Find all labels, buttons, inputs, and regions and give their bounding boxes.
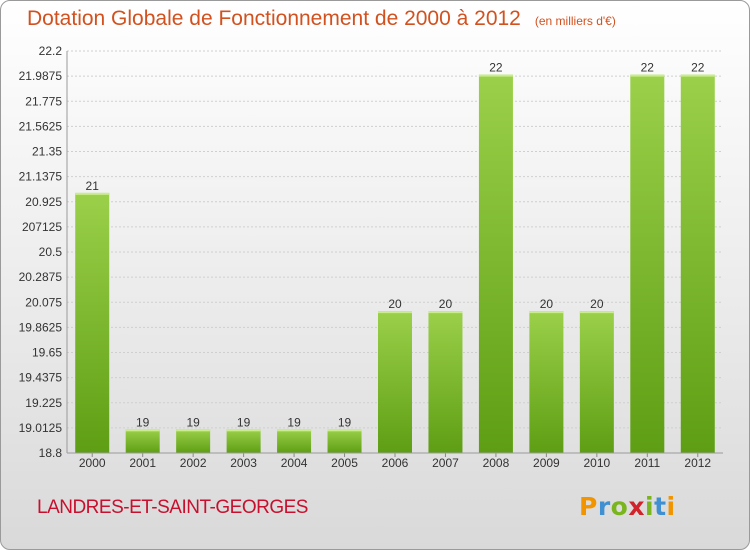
- bar-highlight: [226, 429, 261, 432]
- y-tick-label: 21.9875: [19, 69, 63, 83]
- bar-2006: [378, 311, 412, 453]
- bar-2012: [680, 74, 715, 453]
- title-row: Dotation Globale de Fonctionnement de 20…: [27, 7, 616, 31]
- x-tick-label: 2000: [79, 456, 106, 470]
- bar-highlight: [630, 74, 665, 77]
- x-tick-label: 2012: [684, 456, 711, 470]
- data-label: 19: [186, 415, 200, 429]
- x-axis-ticks: 2000 2001 2002 2003 2004 2005 2006 2007 2008 2009…: [79, 453, 711, 470]
- bar-highlight: [579, 311, 614, 314]
- bar-highlight: [478, 74, 513, 77]
- x-tick-label: 2005: [331, 456, 358, 470]
- data-label: 20: [388, 297, 402, 311]
- x-tick-label: 2008: [483, 456, 510, 470]
- bar-2005: [327, 429, 362, 453]
- y-tick-label: 20.925: [25, 195, 62, 209]
- data-labels: 21 19 19 19 19 19 20 20 22 20 20 22 22: [86, 61, 705, 430]
- data-label: 20: [540, 297, 554, 311]
- data-label: 20: [590, 297, 604, 311]
- chart-title: Dotation Globale de Fonctionnement de 20…: [27, 7, 521, 30]
- y-tick-label: 20.5: [39, 245, 63, 259]
- data-label: 19: [136, 415, 150, 429]
- y-tick-label: 21.5625: [19, 119, 63, 133]
- y-tick-label: 21.775: [25, 94, 62, 108]
- data-label: 21: [86, 179, 100, 193]
- y-tick-label: 19.65: [32, 346, 62, 360]
- chart-subtitle: (en milliers d'€): [534, 14, 616, 28]
- bar-highlight: [75, 192, 110, 195]
- y-tick-label: 207125: [22, 220, 62, 234]
- logo-letter: t: [654, 492, 667, 521]
- logo-letter: P: [579, 492, 598, 521]
- logo-letter: o: [610, 492, 629, 521]
- bar-highlight: [428, 311, 463, 314]
- logo-letter: i: [666, 492, 676, 521]
- bar-highlight: [378, 311, 412, 314]
- x-tick-label: 2001: [129, 456, 156, 470]
- data-label: 19: [338, 415, 352, 429]
- bar-highlight: [529, 311, 564, 314]
- x-tick-label: 2004: [281, 456, 308, 470]
- x-tick-label: 2002: [180, 456, 207, 470]
- x-tick-label: 2006: [382, 456, 409, 470]
- bar-highlight: [176, 429, 211, 432]
- bar-2011: [630, 74, 665, 453]
- data-label: 22: [489, 61, 503, 75]
- y-tick-label: 21.35: [32, 145, 62, 159]
- y-tick-label: 19.4375: [19, 371, 63, 385]
- data-label: 19: [287, 415, 301, 429]
- bar-2010: [579, 311, 614, 453]
- bar-highlight: [680, 74, 715, 77]
- data-label: 22: [691, 61, 705, 75]
- x-tick-label: 2010: [583, 456, 610, 470]
- y-tick-label: 22.2: [39, 44, 63, 58]
- x-tick-label: 2009: [533, 456, 560, 470]
- bar-2003: [226, 429, 261, 453]
- bar-2008: [478, 74, 513, 453]
- data-label: 20: [439, 297, 453, 311]
- bar-2004: [277, 429, 312, 453]
- bar-2009: [529, 311, 564, 453]
- bar-highlight: [327, 429, 362, 432]
- logo-letter: r: [597, 492, 611, 521]
- bar-highlight: [277, 429, 312, 432]
- y-axis-ticks: 18.8 19.0125 19.225 19.4375 19.65 19.8625 20.0…: [19, 44, 63, 460]
- bar-2007: [428, 311, 463, 453]
- commune-name: LANDRES-ET-SAINT-GEORGES: [37, 497, 308, 518]
- bar-highlight: [125, 429, 160, 432]
- y-tick-label: 19.0125: [19, 421, 63, 435]
- x-tick-label: 2003: [230, 456, 257, 470]
- bar-2000: [75, 192, 110, 453]
- x-tick-label: 2007: [432, 456, 459, 470]
- y-tick-label: 19.8625: [19, 320, 63, 334]
- y-tick-label: 19.225: [25, 396, 62, 410]
- proxiti-logo: Proxiti: [579, 492, 676, 521]
- bar-2002: [176, 429, 211, 453]
- logo-letter: i: [645, 492, 655, 521]
- y-tick-label: 18.8: [39, 446, 63, 460]
- y-tick-label: 20.075: [25, 295, 62, 309]
- bars: [75, 74, 715, 453]
- y-tick-label: 21.1375: [19, 170, 63, 184]
- logo-letter: x: [628, 492, 645, 521]
- y-tick-label: 20.2875: [19, 270, 63, 284]
- data-label: 19: [237, 415, 251, 429]
- axes: [66, 51, 723, 454]
- x-tick-label: 2011: [634, 456, 660, 470]
- data-label: 22: [641, 61, 655, 75]
- bar-2001: [125, 429, 160, 453]
